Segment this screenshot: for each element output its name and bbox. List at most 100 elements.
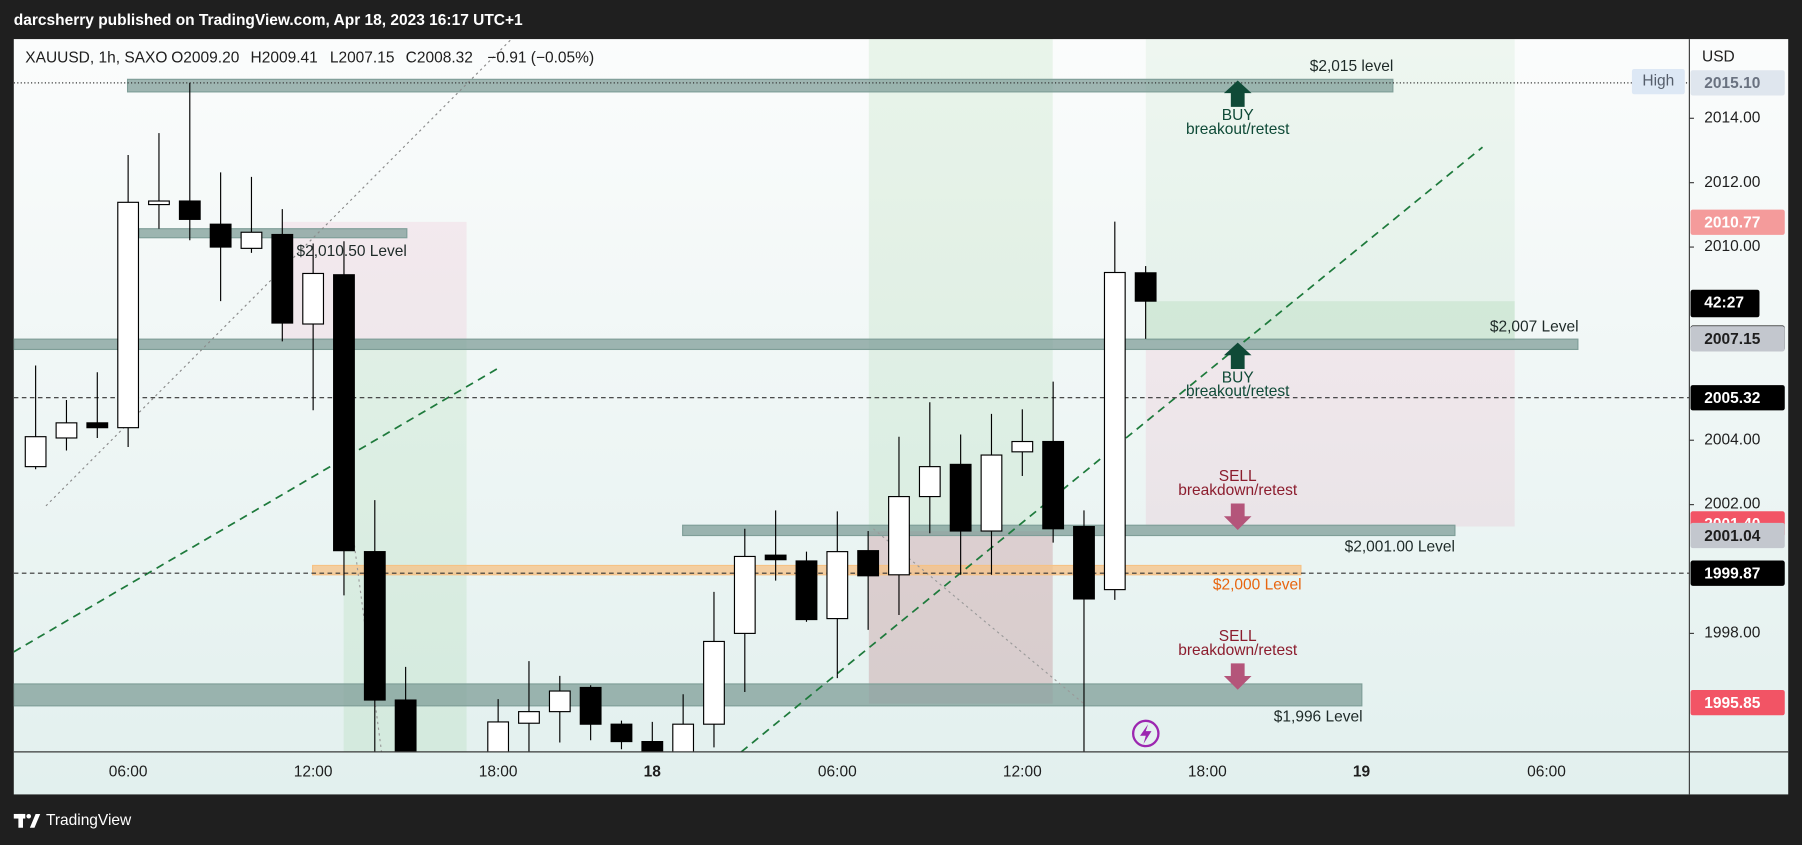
brand: TradingView <box>46 812 132 829</box>
y-tick-label: 2012.00 <box>1704 174 1760 191</box>
candle-body <box>363 551 386 701</box>
alert-bolt <box>1140 724 1152 744</box>
brand-mark-d <box>26 813 32 819</box>
candle-body <box>333 274 355 552</box>
signal-action: BUY <box>1222 369 1254 386</box>
plot <box>13 39 1690 752</box>
price-label: 2010.77 <box>1704 215 1760 232</box>
candle-body <box>117 201 140 429</box>
level-label: $2,015 level <box>1310 58 1394 75</box>
brand-mark-c <box>29 813 41 828</box>
candle-body <box>1042 440 1065 530</box>
y-tick-label: 2004.00 <box>1704 431 1760 448</box>
signal-note: breakout/retest <box>1186 383 1290 400</box>
x-tick-label: 18 <box>644 764 662 781</box>
countdown: 42:27 <box>1704 295 1744 312</box>
price-label-box <box>1690 326 1785 352</box>
candle-body <box>487 721 510 752</box>
candle-body <box>733 555 756 634</box>
candle-body <box>703 640 725 725</box>
candle-body <box>548 690 571 713</box>
price-label-box <box>1690 209 1785 235</box>
legend-change: −0.91 (−0.05%) <box>487 50 594 67</box>
legend-close: C2008.32 <box>406 50 473 67</box>
candle-body <box>24 436 47 468</box>
candle-body <box>178 200 201 220</box>
candle-body <box>302 272 325 325</box>
alert-icon <box>1131 719 1160 748</box>
candle-body <box>795 560 818 621</box>
candle-body <box>240 231 263 249</box>
countdown-box <box>1690 289 1760 318</box>
candle-body <box>764 554 787 561</box>
candle-body <box>271 233 294 324</box>
trend-line <box>13 367 500 653</box>
level-zone <box>126 78 1394 93</box>
x-tick-label: 19 <box>1353 764 1371 781</box>
axis-unit: USD <box>1702 49 1735 66</box>
legend-high: H2009.41 <box>251 50 318 67</box>
x-tick-label: 12:00 <box>294 764 333 781</box>
candle-body <box>55 422 78 439</box>
y-tick-label: 2014.00 <box>1704 109 1760 126</box>
price-label: 1999.87 <box>1704 565 1760 582</box>
price-label-box <box>1690 70 1785 96</box>
signal-note: breakdown/retest <box>1178 482 1298 499</box>
level-zone <box>13 338 1579 351</box>
level-label: $2,010.50 Level <box>297 243 407 260</box>
signal-action: SELL <box>1219 468 1257 485</box>
candle-body <box>1011 440 1034 453</box>
high-marker: High <box>1642 73 1674 90</box>
level-label: $2,001.00 Level <box>1345 538 1455 555</box>
brand-mark-b <box>18 813 23 828</box>
chart-area <box>13 39 1789 795</box>
y-tick-label: 1998.00 <box>1704 624 1760 641</box>
candle-body <box>980 454 1003 532</box>
legend-open: O2009.20 <box>171 50 239 67</box>
x-tick-label: 06:00 <box>109 764 148 781</box>
candle-body <box>518 711 540 724</box>
high-marker-box <box>1631 68 1685 95</box>
legend-low: L2007.15 <box>330 50 395 67</box>
overlay: $2,015 level $2,010.50 Level $2,007 Level $… <box>13 39 1789 829</box>
price-label: 2015.10 <box>1704 75 1760 92</box>
candle-body <box>209 223 232 248</box>
price-label: 1995.85 <box>1704 695 1760 712</box>
price-label-box <box>1690 522 1785 549</box>
position-box <box>1145 349 1515 527</box>
x-tick-label: 06:00 <box>818 764 857 781</box>
candle-body <box>918 466 941 498</box>
price-label-box <box>1690 560 1785 586</box>
signal-action: SELL <box>1219 628 1257 645</box>
position-box <box>1145 301 1515 341</box>
candle-body <box>394 699 417 752</box>
signal-arrow <box>1223 80 1252 107</box>
candle-body <box>826 551 849 620</box>
signal-action: BUY <box>1222 107 1254 124</box>
candle-body <box>86 422 109 429</box>
candle-body <box>610 723 633 743</box>
x-tick-label: 18:00 <box>479 764 518 781</box>
legend-symbol: XAUUSD, 1h, SAXO <box>25 50 167 67</box>
signal-note: breakout/retest <box>1186 121 1290 138</box>
trend-line <box>740 146 1484 752</box>
candle-body <box>888 495 910 576</box>
signal-arrow <box>1223 663 1252 690</box>
candle-body <box>148 200 170 206</box>
publisher: darcsherry published on TradingView.com,… <box>14 12 523 29</box>
level-label: $2,000 Level <box>1213 576 1302 593</box>
candle-body <box>1134 272 1157 302</box>
level-label: $2,007 Level <box>1490 319 1579 336</box>
x-tick-label: 06:00 <box>1527 764 1566 781</box>
candle-body <box>949 463 972 532</box>
candle-body <box>857 550 880 577</box>
candle-body <box>1073 525 1095 600</box>
y-tick-label: 2002.00 <box>1704 496 1760 513</box>
price-label-box <box>1690 689 1785 716</box>
y-tick-label: 2010.00 <box>1704 238 1760 255</box>
signal-note: breakdown/retest <box>1178 642 1298 659</box>
candle-body <box>1103 271 1126 591</box>
price-label: 2007.15 <box>1704 331 1760 348</box>
